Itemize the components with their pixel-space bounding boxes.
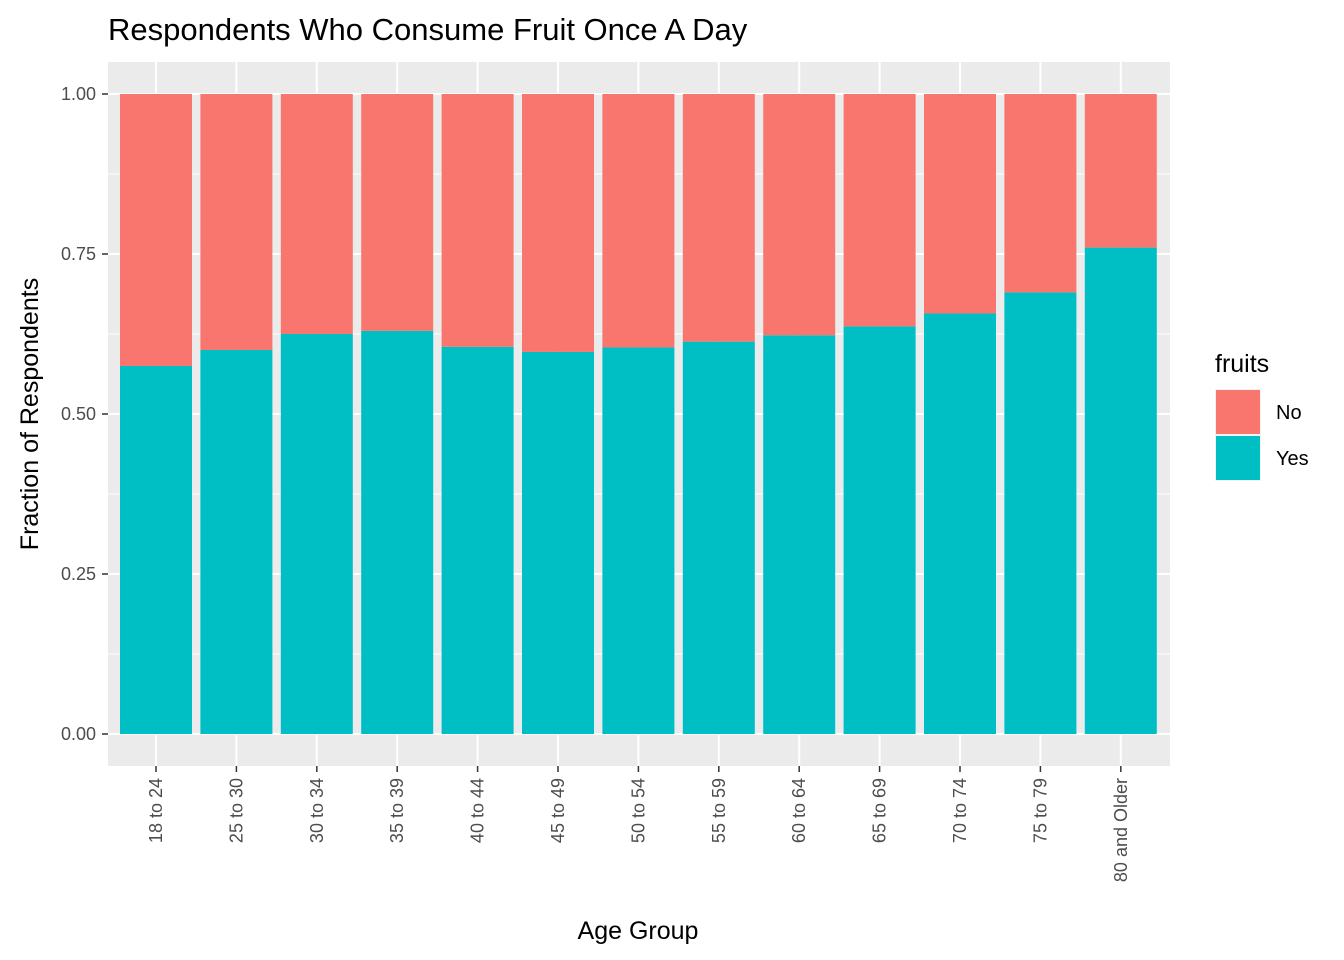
x-tick-label: 30 to 34 (307, 778, 327, 843)
bar-no-25-to-30 (200, 94, 273, 350)
bar-yes-50-to-54 (602, 347, 675, 734)
x-tick-label: 70 to 74 (950, 778, 970, 843)
x-tick-label: 45 to 49 (548, 778, 568, 843)
x-tick-label: 80 and Older (1111, 778, 1131, 882)
bar-yes-18-to-24 (120, 366, 192, 734)
bar-no-18-to-24 (120, 94, 192, 366)
bar-no-50-to-54 (602, 94, 675, 348)
x-tick-label: 25 to 30 (226, 778, 246, 843)
bar-yes-45-to-49 (522, 351, 594, 734)
y-tick-label: 0.75 (61, 244, 96, 264)
bar-no-35-to-39 (361, 94, 434, 331)
bar-no-75-to-79 (1004, 94, 1077, 293)
bar-yes-25-to-30 (200, 350, 273, 734)
x-tick-label: 60 to 64 (789, 778, 809, 843)
bar-no-80-and-older (1084, 94, 1157, 248)
x-tick-label: 50 to 54 (628, 778, 648, 843)
bar-no-30-to-34 (280, 94, 353, 334)
bar-no-60-to-64 (763, 94, 836, 336)
bar-yes-35-to-39 (361, 330, 434, 734)
x-tick-label: 18 to 24 (146, 778, 166, 843)
bar-yes-40-to-44 (441, 346, 514, 734)
y-axis-title: Fraction of Respondents (16, 278, 44, 550)
y-tick-label: 1.00 (61, 84, 96, 104)
bars (120, 94, 1157, 734)
x-tick-label: 35 to 39 (387, 778, 407, 843)
bar-yes-30-to-34 (280, 334, 353, 734)
legend-title: fruits (1215, 350, 1269, 378)
bar-no-65-to-69 (843, 94, 916, 327)
legend-key-no (1216, 390, 1260, 434)
bar-yes-70-to-74 (924, 313, 996, 734)
legend-label-yes: Yes (1276, 448, 1309, 470)
bar-no-45-to-49 (522, 94, 594, 352)
bar-yes-65-to-69 (843, 326, 916, 734)
y-tick-label: 0.00 (61, 724, 96, 744)
legend-label-no: No (1276, 402, 1302, 424)
x-tick-label: 75 to 79 (1030, 778, 1050, 843)
bar-yes-55-to-59 (682, 341, 755, 734)
bar-yes-75-to-79 (1004, 292, 1077, 734)
bar-yes-60-to-64 (763, 335, 836, 734)
chart-title: Respondents Who Consume Fruit Once A Day (108, 12, 748, 47)
y-axis: 0.00 0.25 0.50 0.75 1.00 (61, 84, 108, 744)
bar-yes-80-and-older (1084, 247, 1157, 734)
y-tick-label: 0.50 (61, 404, 96, 424)
legend: fruits No Yes (1215, 350, 1309, 481)
x-axis: 18 to 24 25 to 30 30 to 34 35 to 39 40 to 44… (146, 766, 1131, 882)
bar-no-55-to-59 (682, 94, 755, 342)
bar-no-70-to-74 (924, 94, 996, 314)
legend-key-yes (1216, 436, 1260, 480)
y-tick-label: 0.25 (61, 564, 96, 584)
x-tick-label: 55 to 59 (709, 778, 729, 843)
x-tick-label: 65 to 69 (870, 778, 890, 843)
bar-no-40-to-44 (441, 94, 514, 347)
x-axis-title: Age Group (578, 917, 699, 945)
x-tick-label: 40 to 44 (468, 778, 488, 843)
